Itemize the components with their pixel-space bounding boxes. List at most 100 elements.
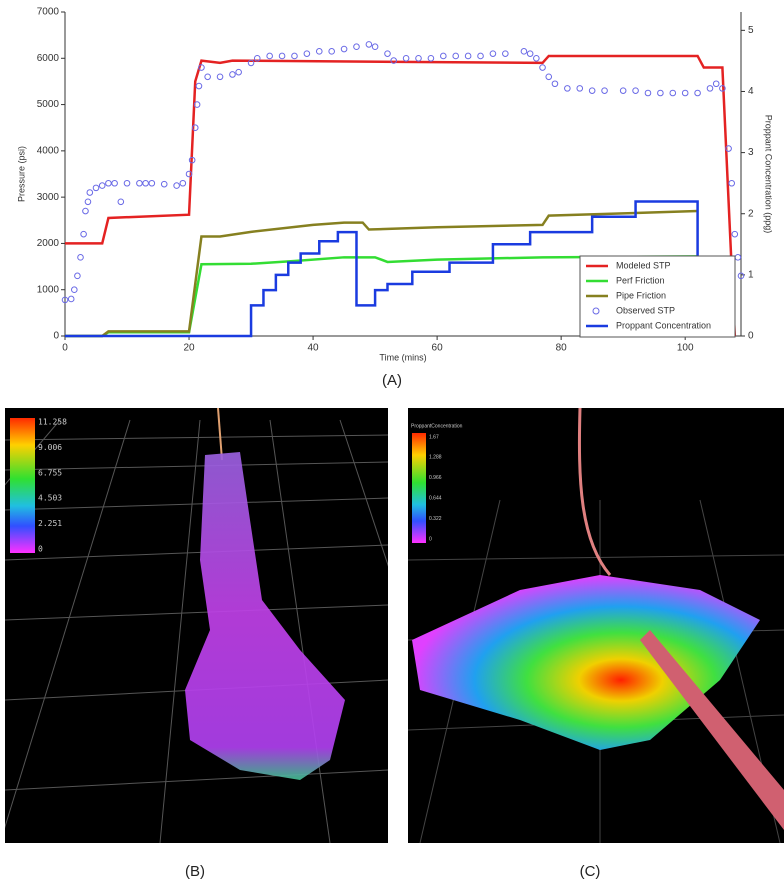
y2-tick-label: 0 (748, 331, 754, 342)
observed-point (266, 52, 273, 60)
observed-point (644, 89, 652, 97)
observed-point (117, 198, 125, 206)
observed-point (725, 145, 732, 152)
series-line (65, 200, 699, 338)
wellbore-lateral (640, 630, 784, 830)
colorbar-title: ProppantConcentration (411, 423, 463, 429)
colorbar-label: 9.006 (38, 443, 62, 452)
x-tick-label: 80 (556, 343, 568, 354)
observed-point (657, 89, 664, 97)
observed-point (98, 182, 106, 189)
observed-point (82, 207, 89, 215)
observed-point (533, 54, 540, 62)
observed-point (734, 254, 742, 261)
observed-point (728, 179, 735, 187)
observed-point (390, 57, 397, 64)
x-tick-label: 60 (432, 343, 444, 354)
colorbar-label: 4.503 (38, 494, 62, 503)
observed-point (669, 89, 677, 97)
panel-b (5, 408, 388, 843)
observed-point (706, 85, 714, 92)
fracture (412, 575, 760, 750)
observed-point (92, 184, 100, 192)
y2-tick-label: 2 (748, 208, 754, 219)
observed-point (545, 73, 553, 81)
observed-point (539, 64, 546, 71)
observed-point (502, 50, 509, 57)
observed-point (61, 296, 69, 304)
observed-point (136, 179, 143, 187)
observed-point (477, 52, 484, 60)
legend-marker (592, 307, 600, 315)
observed-point (371, 43, 379, 51)
series-line (65, 209, 698, 338)
observed-point (440, 52, 447, 60)
observed-point (247, 59, 255, 67)
observed-point (204, 73, 211, 81)
observed-point (195, 82, 203, 90)
panel-b-background (5, 408, 388, 843)
colorbar-label: 1.288 (429, 455, 442, 461)
colorbar-label: 0.966 (429, 475, 442, 481)
observed-point (148, 179, 156, 187)
colorbar-label: 0 (429, 536, 432, 542)
panel-c (408, 408, 784, 843)
observed-point (86, 189, 94, 196)
caption: (A) (382, 372, 402, 389)
observed-point (427, 54, 435, 62)
y-tick-label: 5000 (37, 99, 60, 110)
observed-point (185, 170, 193, 178)
legend-label: Observed STP (616, 305, 675, 315)
observed-point (576, 85, 584, 92)
y2-tick-label: 5 (748, 25, 754, 36)
colorbar-label: 11.258 (38, 418, 67, 427)
observed-point (179, 179, 187, 187)
observed-point (520, 48, 528, 55)
legend-label: Perf Friction (616, 275, 665, 285)
observed-point (737, 272, 745, 280)
y-tick-label: 0 (53, 331, 59, 342)
observed-point (353, 43, 360, 51)
legend-label: Pipe Friction (616, 290, 666, 300)
observed-point (84, 198, 92, 206)
observed-point (71, 286, 78, 294)
observed-point (564, 85, 571, 92)
observed-point (123, 179, 131, 187)
observed-point (551, 80, 559, 88)
y2-tick-label: 1 (748, 270, 754, 281)
x-axis-label: Time (mins) (379, 352, 426, 362)
observed-point (601, 87, 608, 94)
chart-a: 0 20 40 60 80 1000100020003000400050006000700… (16, 7, 773, 363)
observed-point (191, 124, 199, 132)
observed-point (235, 68, 242, 76)
observed-point (681, 89, 689, 97)
colorbar-label: 1.67 (429, 434, 439, 440)
x-tick-label: 100 (677, 343, 694, 354)
observed-point (588, 87, 596, 94)
observed-point (328, 48, 335, 55)
caption: (C) (580, 863, 601, 880)
observed-point (193, 101, 201, 108)
caption: (B) (185, 863, 205, 880)
x-tick-label: 0 (62, 343, 68, 354)
y-tick-label: 6000 (37, 53, 60, 64)
observed-point (80, 230, 87, 238)
observed-point (415, 54, 422, 62)
y-tick-label: 3000 (37, 192, 60, 203)
colorbar-label: 0.644 (429, 496, 442, 502)
observed-point (526, 50, 534, 57)
observed-point (315, 48, 323, 55)
legend-label: Proppant Concentration (616, 320, 711, 330)
observed-point (365, 41, 373, 48)
observed-point (384, 50, 391, 57)
observed-point (278, 52, 286, 60)
colorbar-label: 0 (38, 545, 43, 554)
x-tick-label: 40 (308, 343, 320, 354)
observed-point (489, 50, 497, 57)
observed-point (74, 272, 81, 280)
colorbar-label: 2.251 (38, 519, 62, 528)
observed-point (303, 50, 311, 57)
observed-point (632, 87, 639, 94)
